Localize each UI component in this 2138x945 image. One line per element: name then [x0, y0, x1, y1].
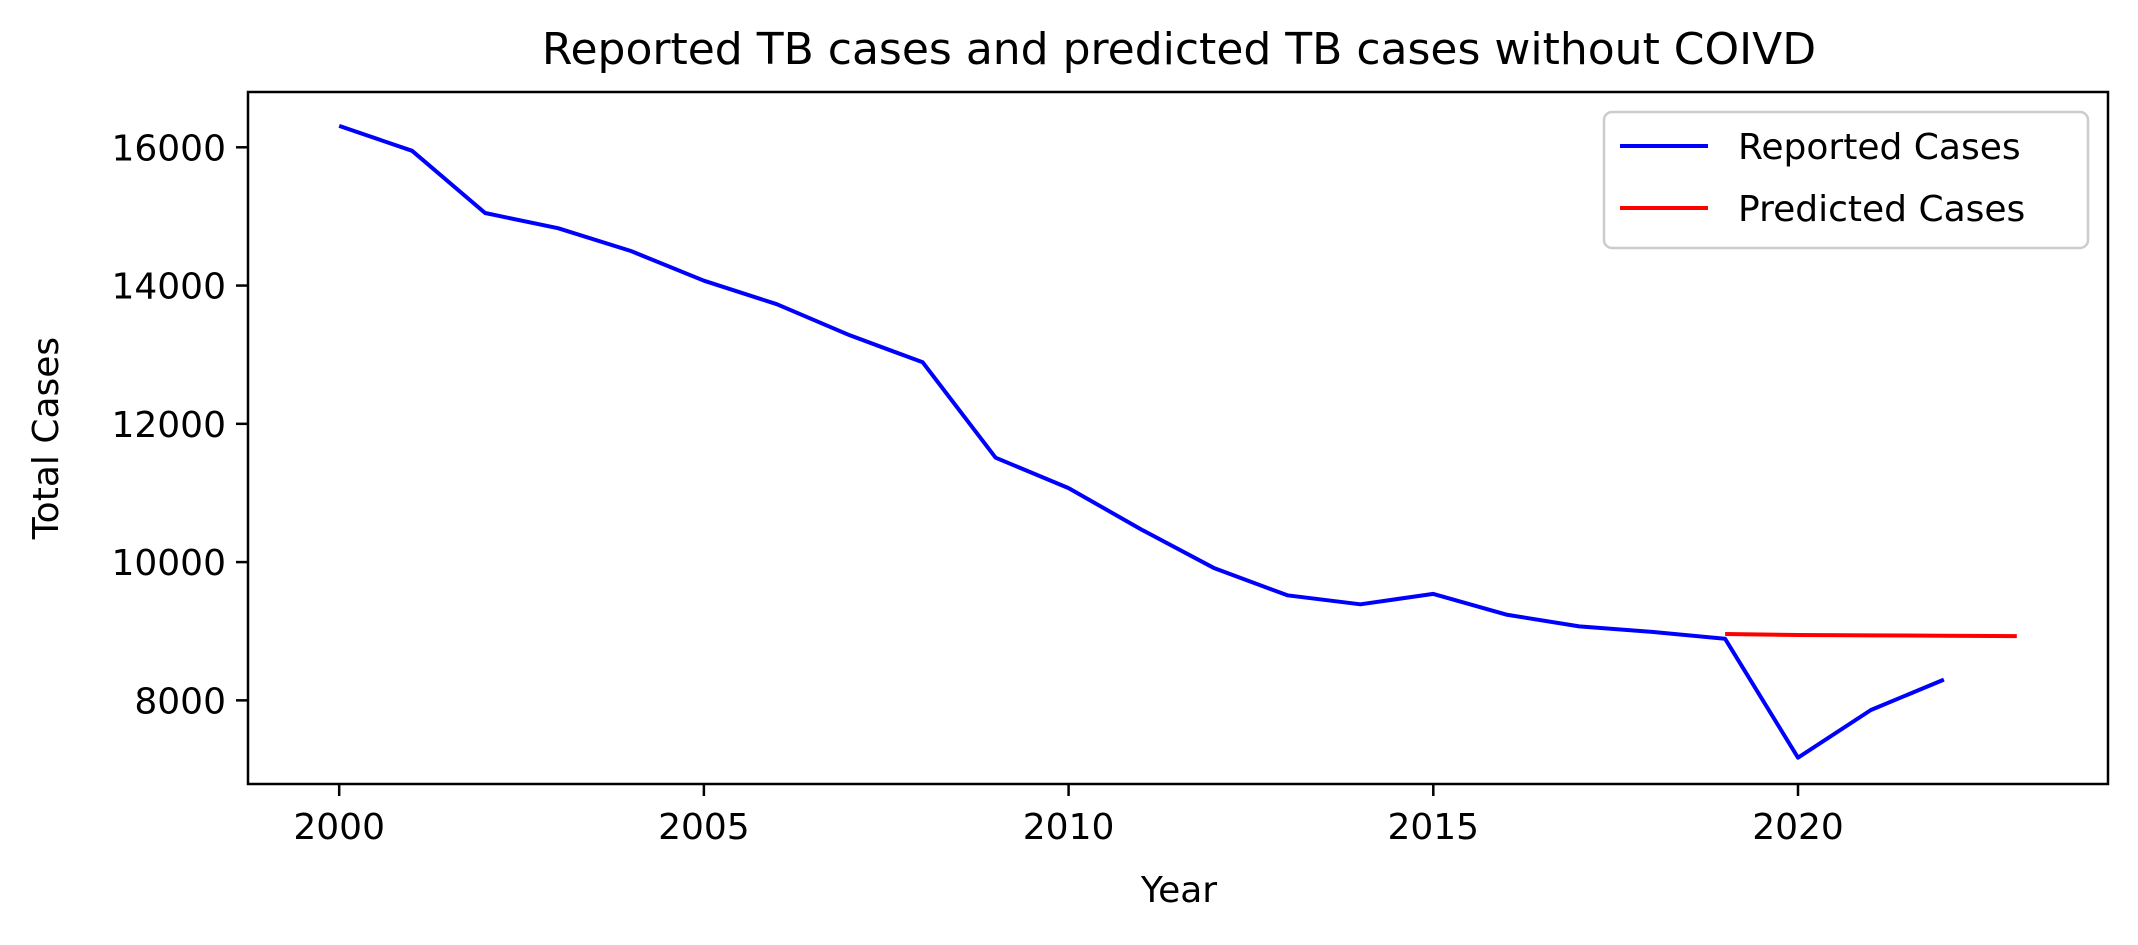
data-point-reported-cases-2018 [1649, 629, 1655, 635]
y-axis-ticks: 8000 10000 12000 14000 16000 [111, 128, 248, 722]
series-line-reported-cases [338, 124, 1945, 760]
data-point-predicted-cases-2021 [1868, 632, 1874, 638]
x-tick-label-2000: 2000 [293, 807, 385, 848]
y-tick-label-8000: 8000 [134, 681, 226, 722]
data-point-reported-cases-2002 [482, 210, 488, 216]
data-point-reported-cases-2016 [1503, 612, 1509, 618]
y-tick-label-10000: 10000 [111, 543, 226, 584]
y-tick-label-14000: 14000 [111, 267, 226, 308]
data-point-reported-cases-2009 [993, 455, 999, 461]
data-point-reported-cases-2004 [628, 248, 634, 254]
data-point-reported-cases-2015 [1430, 591, 1436, 597]
data-point-predicted-cases-2022 [1941, 633, 1947, 639]
data-point-reported-cases-2010 [1066, 485, 1072, 491]
data-point-reported-cases-2011 [1139, 527, 1145, 533]
data-point-predicted-cases-2019 [1722, 631, 1728, 637]
data-point-reported-cases-2017 [1576, 623, 1582, 629]
series-line-predicted-cases [1725, 632, 2017, 639]
legend-box [1602, 110, 2090, 250]
legend-label-reported: Reported Cases [1738, 127, 2021, 168]
plot-area-frame [246, 90, 2110, 786]
x-tick-label-2005: 2005 [658, 807, 750, 848]
data-point-reported-cases-2022 [1941, 677, 1947, 683]
x-axis-ticks: 2000 2005 2010 2015 2020 [293, 784, 1844, 848]
data-point-reported-cases-2001 [409, 148, 415, 154]
y-tick-label-12000: 12000 [111, 405, 226, 446]
x-axis-label: Year [1140, 870, 1217, 911]
data-point-reported-cases-2013 [1284, 592, 1290, 598]
data-point-reported-cases-2007 [847, 332, 853, 338]
data-point-reported-cases-2005 [701, 278, 707, 284]
data-point-reported-cases-2008 [920, 359, 926, 365]
legend-label-predicted: Predicted Cases [1738, 189, 2025, 230]
data-point-reported-cases-2021 [1868, 707, 1874, 713]
data-point-predicted-cases-2023 [2014, 633, 2020, 639]
series-layer [336, 123, 2020, 761]
legend: Reported Cases Predicted Cases [1602, 110, 2090, 250]
data-point-reported-cases-2003 [555, 225, 561, 231]
y-axis-label: Total Cases [26, 337, 67, 540]
x-tick-label-2020: 2020 [1752, 807, 1844, 848]
y-tick-label-16000: 16000 [111, 128, 226, 169]
data-point-reported-cases-2006 [774, 301, 780, 307]
data-point-predicted-cases-2020 [1795, 632, 1801, 638]
data-point-reported-cases-2000 [336, 123, 342, 129]
x-tick-label-2010: 2010 [1023, 807, 1115, 848]
data-point-reported-cases-2012 [1212, 565, 1218, 571]
data-point-reported-cases-2014 [1357, 601, 1363, 607]
chart-title: Reported TB cases and predicted TB cases… [542, 24, 1816, 75]
data-point-reported-cases-2020 [1795, 755, 1801, 761]
x-tick-label-2015: 2015 [1387, 807, 1479, 848]
